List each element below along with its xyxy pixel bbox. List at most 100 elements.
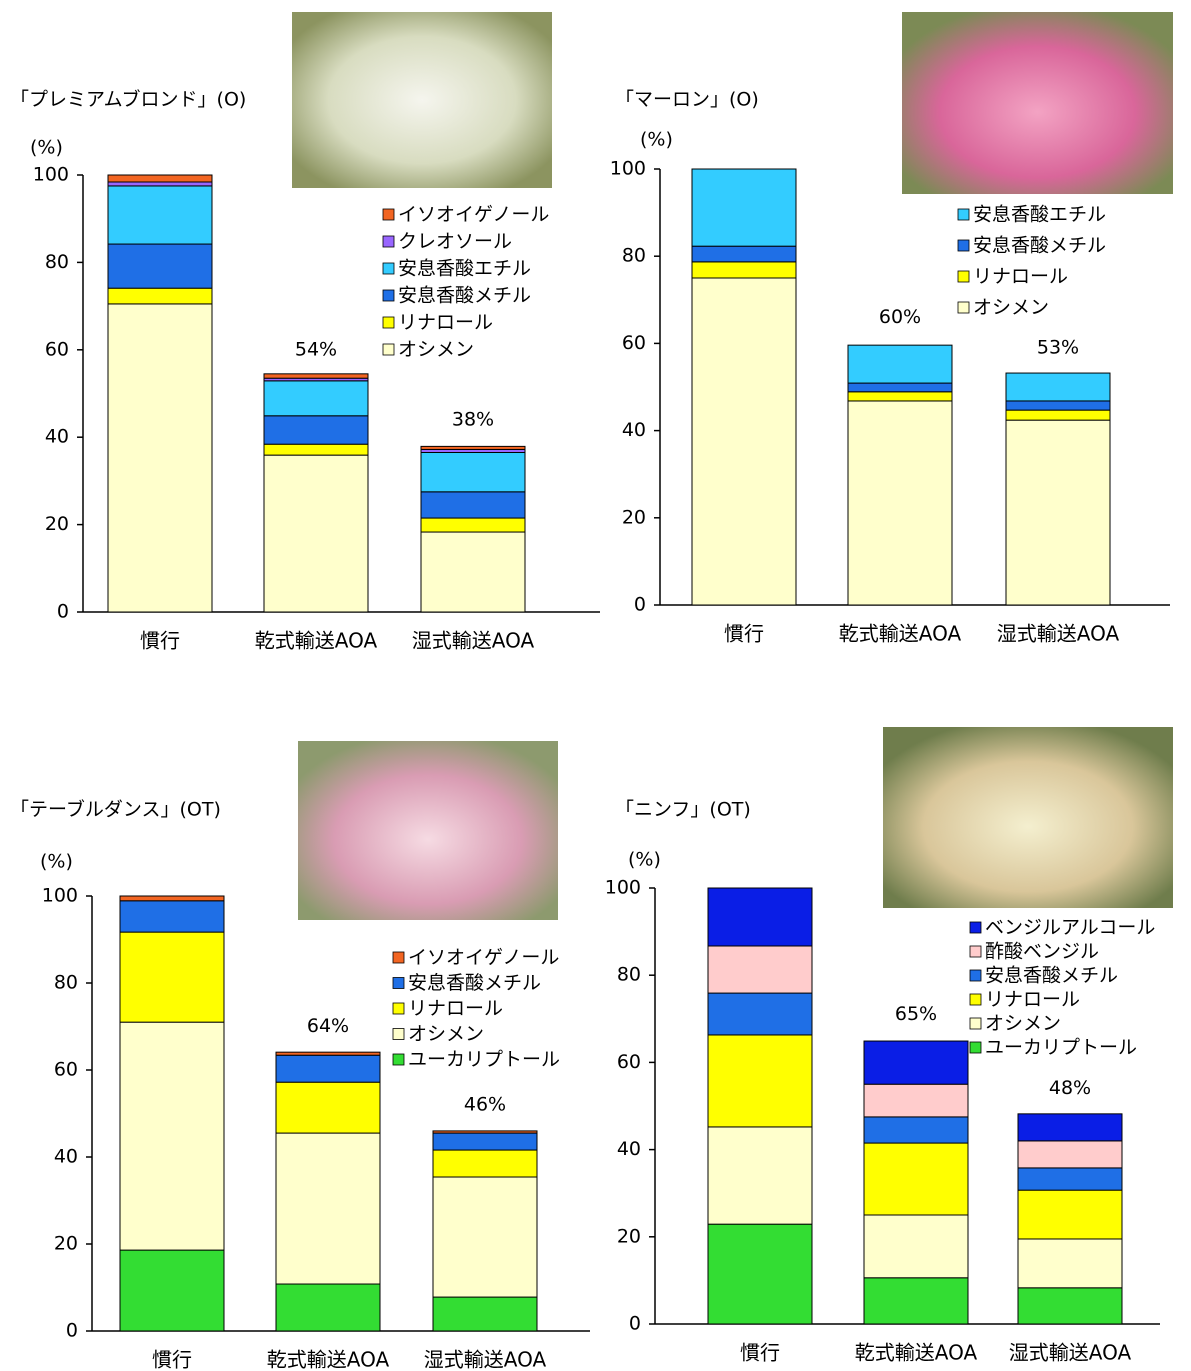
legend-swatch: [383, 290, 394, 301]
legend-swatch: [958, 271, 969, 282]
bar-segment: [120, 1022, 224, 1250]
bar-segment: [433, 1297, 537, 1331]
legend-label: リナロール: [398, 312, 493, 334]
legend-label: オシメン: [408, 1023, 484, 1045]
flower-photo: [292, 12, 552, 188]
bar-segment: [421, 518, 525, 532]
bar-segment: [264, 444, 368, 455]
bar-segment: [264, 416, 368, 444]
bar-segment: [708, 1035, 812, 1127]
bar-segment: [1018, 1168, 1122, 1190]
total-label: 46%: [464, 1093, 506, 1115]
y-tick-label: 0: [629, 1313, 641, 1335]
bar-segment: [1018, 1288, 1122, 1324]
y-axis-label: (%): [628, 849, 661, 871]
bar-segment: [120, 901, 224, 932]
y-tick-label: 40: [622, 419, 646, 441]
x-tick-label: 慣行: [740, 1341, 780, 1365]
bar-segment: [276, 1284, 380, 1331]
bar-segment: [692, 169, 796, 246]
y-tick-label: 60: [54, 1059, 78, 1081]
page: 「プレミアムブロンド」(O)(%)020406080100慣行乾式輸送AOA54…: [0, 0, 1191, 1371]
bar-segment: [276, 1133, 380, 1284]
bar-segment: [848, 345, 952, 383]
y-tick-label: 40: [54, 1146, 78, 1168]
bar-segment: [421, 446, 525, 449]
bar-segment: [421, 532, 525, 612]
chart-title: 「テーブルダンス」(OT): [10, 798, 221, 821]
flower-photo: [883, 727, 1173, 908]
x-tick-label: 慣行: [724, 622, 764, 646]
y-tick-label: 0: [66, 1320, 78, 1342]
y-tick-label: 100: [42, 885, 78, 907]
legend-swatch: [958, 209, 969, 220]
bar-segment: [864, 1143, 968, 1215]
legend-label: オシメン: [398, 339, 474, 361]
legend-label: ベンジルアルコール: [985, 917, 1155, 939]
x-tick-label: 乾式輸送AOA: [267, 1348, 390, 1371]
bar-segment: [433, 1177, 537, 1297]
x-tick-label: 湿式輸送AOA: [424, 1348, 547, 1371]
legend-swatch: [393, 1054, 404, 1065]
y-tick-label: 80: [622, 245, 646, 267]
bar-segment: [864, 1084, 968, 1117]
legend-swatch: [958, 240, 969, 251]
bar-segment: [864, 1278, 968, 1324]
x-tick-label: 湿式輸送AOA: [412, 629, 535, 653]
y-axis-label: (%): [40, 851, 73, 873]
bar-segment: [848, 392, 952, 401]
legend-label: 安息香酸エチル: [973, 204, 1106, 226]
legend-label: ユーカリプトール: [408, 1049, 560, 1071]
bar-segment: [692, 278, 796, 605]
legend-swatch: [383, 263, 394, 274]
legend-label: ユーカリプトール: [985, 1037, 1137, 1059]
bar-segment: [108, 244, 212, 288]
flower-photo: [298, 741, 558, 920]
bar-segment: [108, 175, 212, 182]
legend-label: オシメン: [973, 297, 1049, 319]
legend-label: 酢酸ベンジル: [985, 941, 1099, 963]
y-tick-label: 20: [54, 1233, 78, 1255]
chart-title: 「プレミアムブロンド」(O): [10, 88, 246, 111]
bar-segment: [708, 1224, 812, 1324]
y-tick-label: 100: [605, 877, 641, 899]
bar-segment: [421, 492, 525, 518]
total-label: 48%: [1049, 1077, 1091, 1099]
bar-segment: [276, 1082, 380, 1133]
total-label: 38%: [452, 408, 494, 430]
chart-title: 「ニンフ」(OT): [615, 799, 751, 821]
legend-label: リナロール: [973, 266, 1068, 288]
bar-segment: [433, 1150, 537, 1177]
bar-segment: [864, 1215, 968, 1278]
y-tick-label: 100: [610, 158, 646, 180]
legend-swatch: [393, 1029, 404, 1040]
y-tick-label: 60: [617, 1051, 641, 1073]
y-tick-label: 40: [617, 1138, 641, 1160]
legend-label: 安息香酸メチル: [973, 235, 1106, 257]
bar-segment: [1018, 1114, 1122, 1141]
legend-label: リナロール: [985, 989, 1080, 1011]
legend-swatch: [393, 952, 404, 963]
bar-segment: [1006, 410, 1110, 420]
bar-segment: [264, 455, 368, 612]
legend-swatch: [970, 1042, 981, 1053]
bar-segment: [1018, 1190, 1122, 1239]
bar-segment: [264, 381, 368, 416]
y-tick-label: 60: [45, 338, 69, 360]
legend-swatch: [970, 922, 981, 933]
legend-label: イソオイゲノール: [408, 947, 559, 969]
legend-swatch: [383, 317, 394, 328]
x-tick-label: 乾式輸送AOA: [839, 622, 962, 646]
bar-segment: [108, 186, 212, 244]
legend-swatch: [970, 970, 981, 981]
total-label: 54%: [295, 339, 337, 361]
legend-swatch: [383, 209, 394, 220]
x-tick-label: 湿式輸送AOA: [997, 622, 1120, 646]
bar-segment: [108, 182, 212, 186]
bar-segment: [1006, 420, 1110, 605]
legend-label: リナロール: [408, 998, 503, 1020]
y-tick-label: 20: [622, 506, 646, 528]
figure: 「プレミアムブロンド」(O)(%)020406080100慣行乾式輸送AOA54…: [0, 0, 1191, 1371]
legend-label: 安息香酸メチル: [398, 285, 531, 307]
total-label: 60%: [879, 306, 921, 328]
